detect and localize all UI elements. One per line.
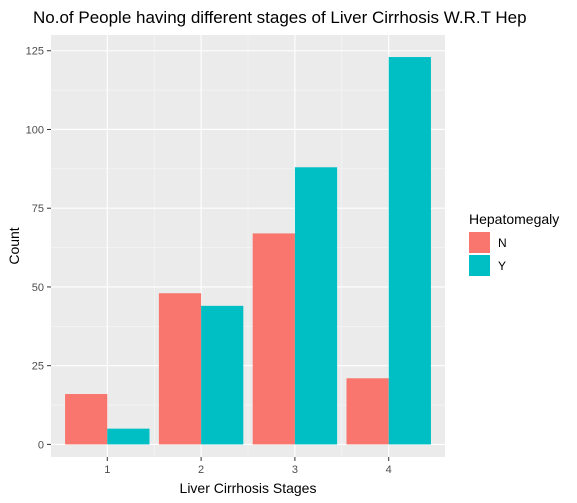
x-tick-label: 2: [198, 464, 204, 476]
bars-group: [65, 57, 431, 445]
legend: Hepatomegaly NY: [469, 211, 559, 276]
y-tick-label: 50: [32, 282, 44, 294]
bar-N-2: [158, 293, 202, 445]
legend-title: Hepatomegaly: [469, 211, 559, 227]
bar-N-1: [65, 394, 108, 445]
y-tick-label: 125: [26, 46, 44, 58]
y-axis: 0 25 50 75 100 125: [26, 46, 51, 451]
bar-Y-3: [294, 167, 338, 445]
bar-N-3: [252, 233, 295, 445]
y-tick-label: 75: [32, 203, 44, 215]
y-tick-label: 0: [38, 439, 44, 451]
x-axis: 1 2 3 4: [104, 457, 392, 476]
y-tick-label: 25: [32, 361, 44, 373]
legend-key-N: [469, 232, 490, 253]
y-tick-label: 100: [26, 124, 44, 136]
chart-title: No.of People having different stages of …: [33, 8, 527, 27]
bar-Y-2: [201, 305, 244, 445]
legend-label-Y: Y: [498, 259, 506, 273]
legend-key-Y: [469, 255, 490, 276]
bar-Y-4: [388, 57, 431, 445]
bar-N-4: [346, 378, 389, 445]
x-tick-label: 1: [104, 464, 110, 476]
legend-label-N: N: [498, 236, 507, 250]
x-tick-label: 3: [292, 464, 298, 476]
x-tick-label: 4: [386, 464, 392, 476]
x-axis-title: Liver Cirrhosis Stages: [180, 480, 317, 496]
y-axis-title: Count: [6, 227, 22, 264]
bar-Y-1: [107, 428, 150, 445]
